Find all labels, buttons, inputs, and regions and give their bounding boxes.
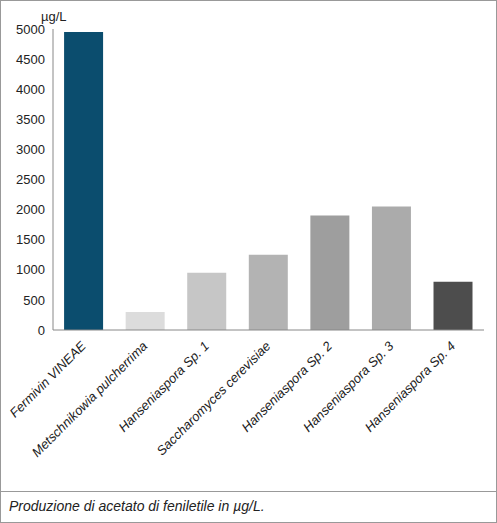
html-text:µg/L: µg/L — [41, 9, 67, 24]
svg-text:Hanseniaspora Sp. 3: Hanseniaspora Sp. 3 — [300, 338, 397, 435]
svg-text:3000: 3000 — [16, 142, 45, 157]
svg-text:0: 0 — [38, 323, 45, 338]
svg-text:2500: 2500 — [16, 172, 45, 187]
svg-text:Hanseniaspora Sp. 1: Hanseniaspora Sp. 1 — [115, 338, 212, 435]
svg-text:500: 500 — [23, 293, 45, 308]
svg-text:1000: 1000 — [16, 262, 45, 277]
svg-text:5000: 5000 — [16, 22, 45, 37]
svg-text:Saccharomyces cerevisiae: Saccharomyces cerevisiae — [154, 338, 274, 458]
svg-text:4500: 4500 — [16, 52, 45, 67]
svg-text:2000: 2000 — [16, 202, 45, 217]
svg-text:Hanseniaspora Sp. 4: Hanseniaspora Sp. 4 — [362, 338, 458, 434]
svg-text:Metschnikowia pulcherrima: Metschnikowia pulcherrima — [29, 338, 150, 459]
svg-text:1500: 1500 — [16, 232, 45, 247]
svg-text:3500: 3500 — [16, 112, 45, 127]
html-text:Produzione di acetato di fenil: Produzione di acetato di feniletile in µ… — [9, 498, 265, 514]
svg-text:4000: 4000 — [16, 82, 45, 97]
svg-text:Hanseniaspora Sp. 2: Hanseniaspora Sp. 2 — [238, 338, 335, 435]
svg-text:Fermivin VINEAE: Fermivin VINEAE — [6, 338, 89, 421]
